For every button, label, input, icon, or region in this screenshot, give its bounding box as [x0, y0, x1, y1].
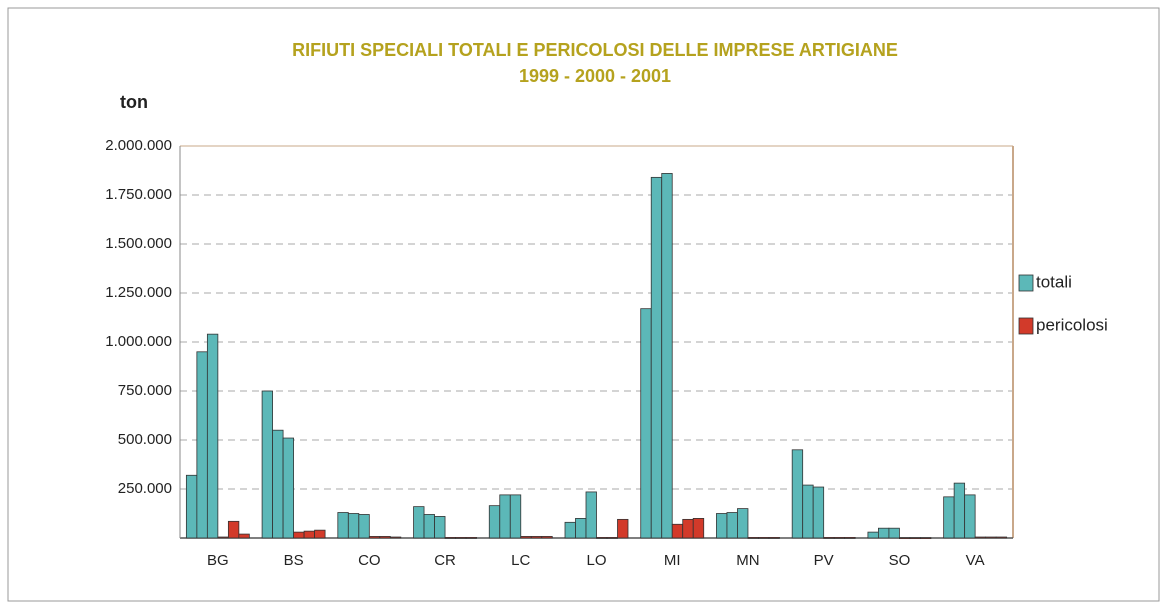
bar — [196, 351, 208, 539]
x-tick-label: CR — [434, 552, 456, 569]
bar — [206, 333, 219, 539]
y-tick-label: 2.000.000 — [105, 137, 172, 154]
bar — [358, 514, 370, 539]
bar — [974, 536, 987, 539]
bar — [617, 518, 629, 539]
y-tick-label: 1.000.000 — [105, 333, 172, 350]
bar — [238, 533, 250, 539]
bar — [671, 523, 684, 539]
bar — [606, 537, 618, 539]
bar — [217, 536, 229, 539]
bar — [726, 512, 738, 539]
bar — [920, 537, 932, 540]
bar — [337, 512, 349, 539]
bar — [499, 494, 511, 539]
bar — [520, 536, 532, 539]
y-tick-label: 1.750.000 — [105, 186, 172, 203]
x-tick-label: SO — [889, 552, 911, 569]
x-tick-label: LO — [586, 552, 606, 569]
legend-swatch — [1018, 274, 1034, 292]
bar — [488, 505, 501, 539]
bar — [185, 474, 198, 539]
legend-swatch — [1018, 317, 1034, 335]
bar — [413, 506, 425, 539]
x-tick-label: MN — [736, 552, 759, 569]
y-tick-label: 1.500.000 — [105, 235, 172, 252]
bar — [844, 537, 856, 539]
bar — [964, 494, 976, 539]
bar — [530, 536, 543, 539]
chart-subtitle: 1999 - 2000 - 2001 — [519, 66, 671, 86]
bar — [953, 482, 966, 539]
bar — [455, 537, 467, 539]
bar — [650, 176, 663, 539]
bar — [943, 496, 955, 539]
x-tick-label: LC — [511, 552, 530, 569]
bar — [747, 537, 759, 539]
x-tick-label: PV — [814, 552, 834, 569]
y-tick-label: 750.000 — [118, 382, 172, 399]
bar — [888, 527, 900, 539]
y-axis-label: ton — [120, 92, 148, 112]
y-tick-label: 500.000 — [118, 431, 172, 448]
bar — [768, 537, 780, 539]
bar — [692, 518, 705, 539]
x-tick-label: BS — [284, 552, 304, 569]
y-tick-label: 1.250.000 — [105, 284, 172, 301]
bar — [867, 531, 879, 539]
legend-label: pericolosi — [1036, 315, 1108, 334]
bar — [716, 513, 728, 539]
bar — [585, 491, 597, 539]
legend-label: totali — [1036, 272, 1072, 291]
bar — [509, 494, 522, 539]
bar — [878, 527, 890, 539]
bar — [737, 508, 749, 539]
bar — [833, 537, 846, 539]
bar — [261, 390, 273, 539]
bar — [899, 537, 911, 540]
x-tick-label: BG — [207, 552, 229, 569]
bar — [758, 537, 770, 539]
bar — [314, 529, 326, 539]
bar — [389, 536, 402, 539]
x-tick-label: MI — [664, 552, 681, 569]
bar — [909, 537, 921, 540]
bar — [812, 486, 825, 539]
bar — [541, 536, 553, 539]
bar — [444, 537, 456, 539]
chart-title: RIFIUTI SPECIALI TOTALI E PERICOLOSI DEL… — [292, 40, 898, 60]
bar — [791, 449, 804, 539]
bar — [564, 521, 576, 539]
bar — [434, 516, 446, 539]
bar — [303, 530, 315, 539]
bar — [802, 484, 814, 539]
bar — [575, 518, 587, 539]
bar — [423, 514, 435, 539]
bar — [379, 536, 391, 539]
bar — [682, 518, 694, 539]
bar — [227, 520, 240, 539]
x-tick-label: VA — [966, 552, 985, 569]
bar — [640, 308, 652, 539]
bar — [368, 536, 381, 539]
bar — [661, 173, 673, 539]
bar — [823, 537, 835, 539]
bar — [282, 437, 294, 539]
bar — [995, 536, 1008, 539]
x-tick-label: CO — [358, 552, 381, 569]
bar — [465, 537, 477, 539]
y-tick-label: 250.000 — [118, 480, 172, 497]
bar — [293, 531, 305, 539]
bar — [347, 513, 360, 539]
bar — [596, 537, 608, 539]
bar — [272, 429, 284, 539]
bar — [985, 536, 997, 539]
